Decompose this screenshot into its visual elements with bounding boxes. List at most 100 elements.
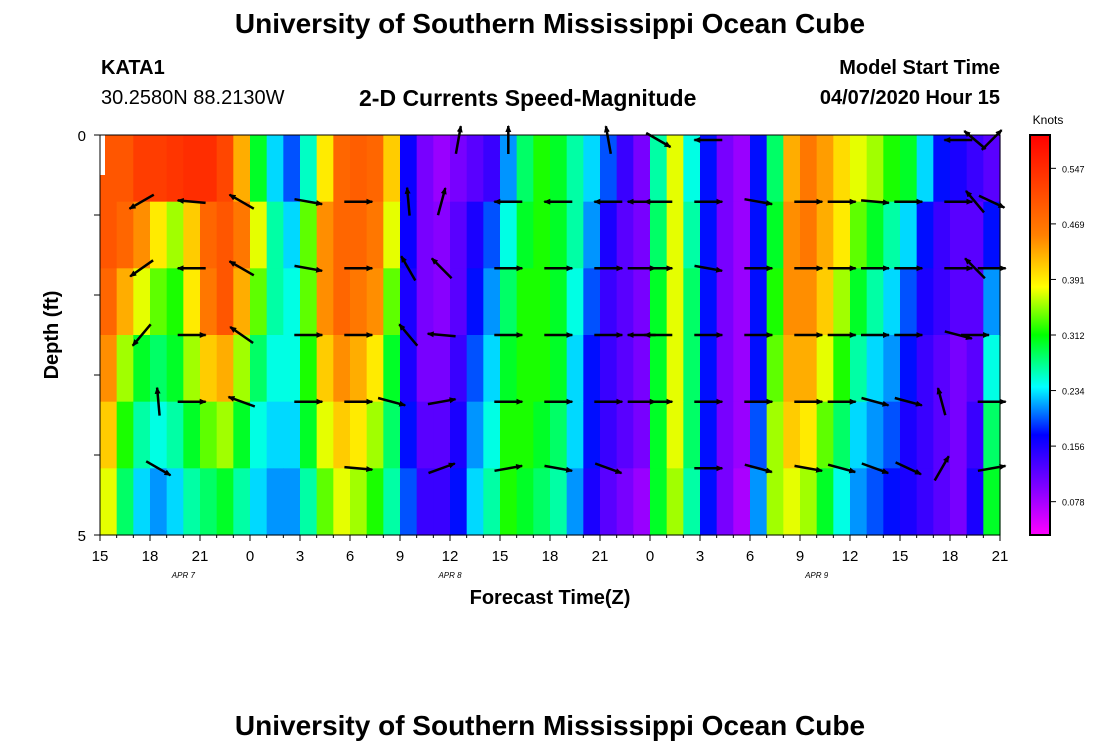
heat-cell (816, 401, 834, 469)
current-vector (694, 264, 724, 273)
heat-cell (250, 201, 268, 269)
heat-cell (933, 201, 951, 269)
x-tick-label: 0 (246, 548, 254, 565)
current-vector (861, 462, 890, 475)
heat-cell (466, 468, 484, 536)
heat-cell (200, 135, 218, 203)
heat-cell (383, 468, 401, 536)
heat-cell (983, 335, 1001, 403)
heat-cell (883, 335, 901, 403)
x-tick-label: 21 (992, 548, 1009, 565)
heat-cell (683, 268, 701, 336)
y-axis: 05 (78, 128, 100, 545)
x-tick-label: 15 (92, 548, 109, 565)
heat-cell (350, 268, 368, 336)
heat-cell (633, 268, 651, 336)
heat-cell (333, 135, 351, 203)
heat-cell (733, 135, 751, 203)
heat-cell (216, 268, 234, 336)
heat-cell (783, 201, 801, 269)
current-vector (933, 455, 950, 482)
heat-cell (583, 401, 601, 469)
heat-cell (833, 335, 851, 403)
heat-cell (416, 335, 434, 403)
heat-cell (100, 468, 118, 536)
current-vector (794, 464, 824, 473)
heat-cell (516, 135, 534, 203)
heat-cell (250, 401, 268, 469)
heat-cell (183, 268, 201, 336)
heat-cell (616, 468, 634, 536)
heat-cell (850, 201, 868, 269)
heat-cell (700, 268, 718, 336)
heat-cell (700, 335, 718, 403)
x-axis-label: Forecast Time(Z) (470, 587, 631, 609)
heat-cell (650, 135, 668, 203)
x-tick-label: 21 (192, 548, 209, 565)
heat-cell (183, 335, 201, 403)
heat-cell (750, 468, 768, 536)
heat-cell (883, 268, 901, 336)
heat-cell (866, 468, 884, 536)
heat-cell (600, 268, 618, 336)
heat-cell (433, 201, 451, 269)
heat-cell (433, 268, 451, 336)
heat-cell (300, 135, 318, 203)
heat-cell (283, 468, 301, 536)
heat-cell (833, 201, 851, 269)
heat-cell (650, 201, 668, 269)
current-vector (494, 463, 524, 473)
x-tick-label: 12 (842, 548, 859, 565)
heat-cell (850, 468, 868, 536)
station-location: 30.2580N 88.2130W (101, 87, 285, 109)
current-vector (145, 460, 172, 477)
current-vector (861, 396, 890, 407)
heat-cell (100, 335, 118, 403)
heat-cell (100, 401, 118, 469)
heat-cell (500, 401, 518, 469)
heat-cell (266, 401, 284, 469)
heat-cell (333, 335, 351, 403)
heat-cell (716, 468, 734, 536)
heat-cell (216, 335, 234, 403)
current-vector (427, 397, 457, 406)
heat-cell (450, 401, 468, 469)
heat-cell (450, 135, 468, 203)
current-vector (977, 463, 1007, 473)
heat-cell (533, 201, 551, 269)
heat-cell (450, 268, 468, 336)
heat-cell (716, 401, 734, 469)
heat-cell (966, 401, 984, 469)
colorbar-unit: Knots (1033, 113, 1064, 127)
heat-cell (516, 201, 534, 269)
heat-cell (266, 201, 284, 269)
heat-cell (433, 135, 451, 203)
heat-cell (266, 135, 284, 203)
heat-cell (700, 135, 718, 203)
model-start-label: Model Start Time (839, 57, 1000, 79)
heat-cell (333, 201, 351, 269)
heat-cell (933, 268, 951, 336)
heat-cell (400, 401, 418, 469)
heat-cell (316, 135, 334, 203)
heat-cell (166, 268, 184, 336)
heat-cell (666, 268, 684, 336)
current-vector (428, 462, 456, 475)
heat-cell (600, 135, 618, 203)
date-label: APR 8 (437, 571, 462, 580)
heat-cell (383, 268, 401, 336)
heat-cell (666, 401, 684, 469)
heat-cell (350, 135, 368, 203)
heat-cell (800, 468, 818, 536)
current-vector (827, 463, 857, 474)
heat-cell (150, 135, 168, 203)
x-tick-label: 15 (892, 548, 909, 565)
heat-cell (216, 401, 234, 469)
heat-cell (533, 401, 551, 469)
heat-cell (183, 135, 201, 203)
heat-cell (183, 201, 201, 269)
heat-cell (733, 335, 751, 403)
heat-cell (750, 268, 768, 336)
heat-cell (800, 268, 818, 336)
heat-cell (733, 468, 751, 536)
